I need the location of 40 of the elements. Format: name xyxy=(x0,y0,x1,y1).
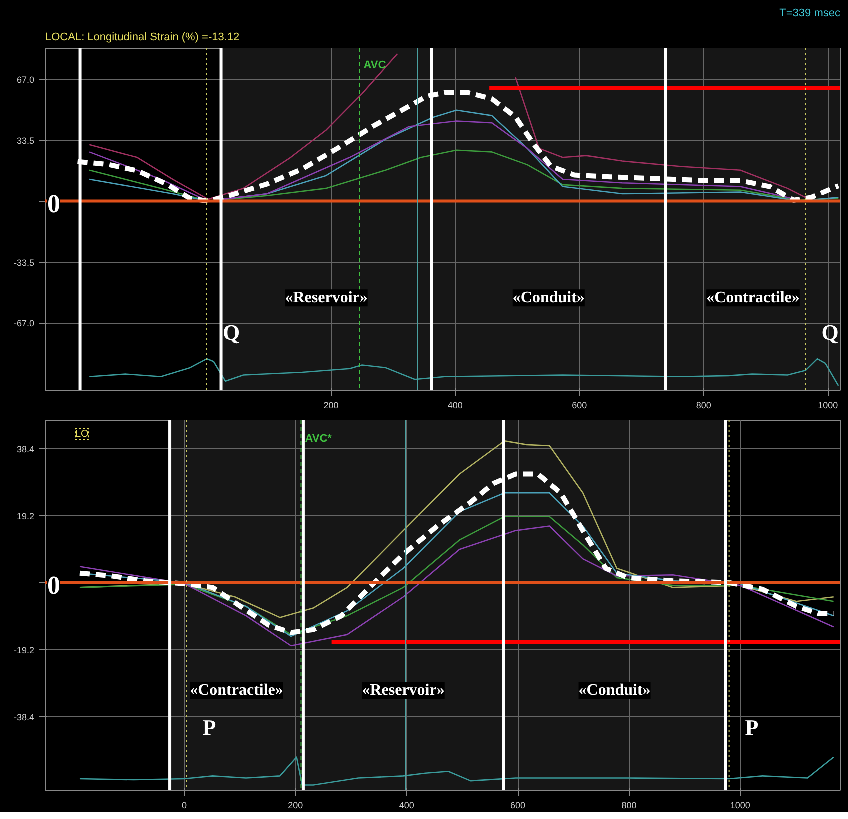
x-tick-label: 600 xyxy=(510,800,526,810)
line-series xyxy=(79,526,834,647)
x-tick-label: 1000 xyxy=(818,400,838,410)
ref-line-label: P xyxy=(745,715,759,740)
y-tick-label: 33.5 xyxy=(16,136,35,146)
x-tick-label: 0 xyxy=(182,800,187,810)
band-label: «Conduit» xyxy=(512,290,585,307)
band-label: «Conduit» xyxy=(578,682,651,700)
y-tick-label: -67.0 xyxy=(14,318,34,329)
ref-line-label: Q xyxy=(822,320,839,345)
ref-line-label: 0 xyxy=(48,189,60,218)
y-tick-label: 67.0 xyxy=(16,74,35,85)
x-tick-label: 400 xyxy=(448,400,463,410)
x-tick-label: 200 xyxy=(324,400,339,410)
x-tick-label: 800 xyxy=(696,400,712,410)
annotation: LO xyxy=(76,429,90,440)
band-label: «Contractile» xyxy=(190,682,284,700)
y-tick-label: 38.4 xyxy=(16,444,35,454)
y-tick-label: 19.2 xyxy=(16,511,35,522)
ref-line-label: 0 xyxy=(48,570,60,600)
x-tick-label: 600 xyxy=(572,400,588,410)
y-tick-label: -33.5 xyxy=(14,258,34,268)
band-label: «Contractile» xyxy=(706,290,800,307)
x-tick-label: 1000 xyxy=(730,800,750,810)
band-label: «Reservoir» xyxy=(362,682,445,700)
line-series xyxy=(88,358,840,387)
x-tick-label: 200 xyxy=(288,800,304,810)
ref-line-label: Q xyxy=(222,320,240,345)
y-tick-label: -38.4 xyxy=(14,712,34,722)
chart-title: LOCAL: Longitudinal Strain (%) =-13.12 xyxy=(46,32,240,44)
line-series xyxy=(79,756,834,786)
x-tick-label: 400 xyxy=(399,800,414,810)
band-label: «Reservoir» xyxy=(285,290,368,307)
ref-line-label: AVC* xyxy=(305,433,333,445)
line-series xyxy=(88,150,840,202)
x-tick-label: 800 xyxy=(622,800,637,810)
ref-line-label: P xyxy=(202,715,216,740)
ref-line-label: AVC xyxy=(364,60,386,72)
chart-subtitle: T=339 msec xyxy=(780,8,841,20)
y-tick-label: -19.2 xyxy=(14,645,34,656)
